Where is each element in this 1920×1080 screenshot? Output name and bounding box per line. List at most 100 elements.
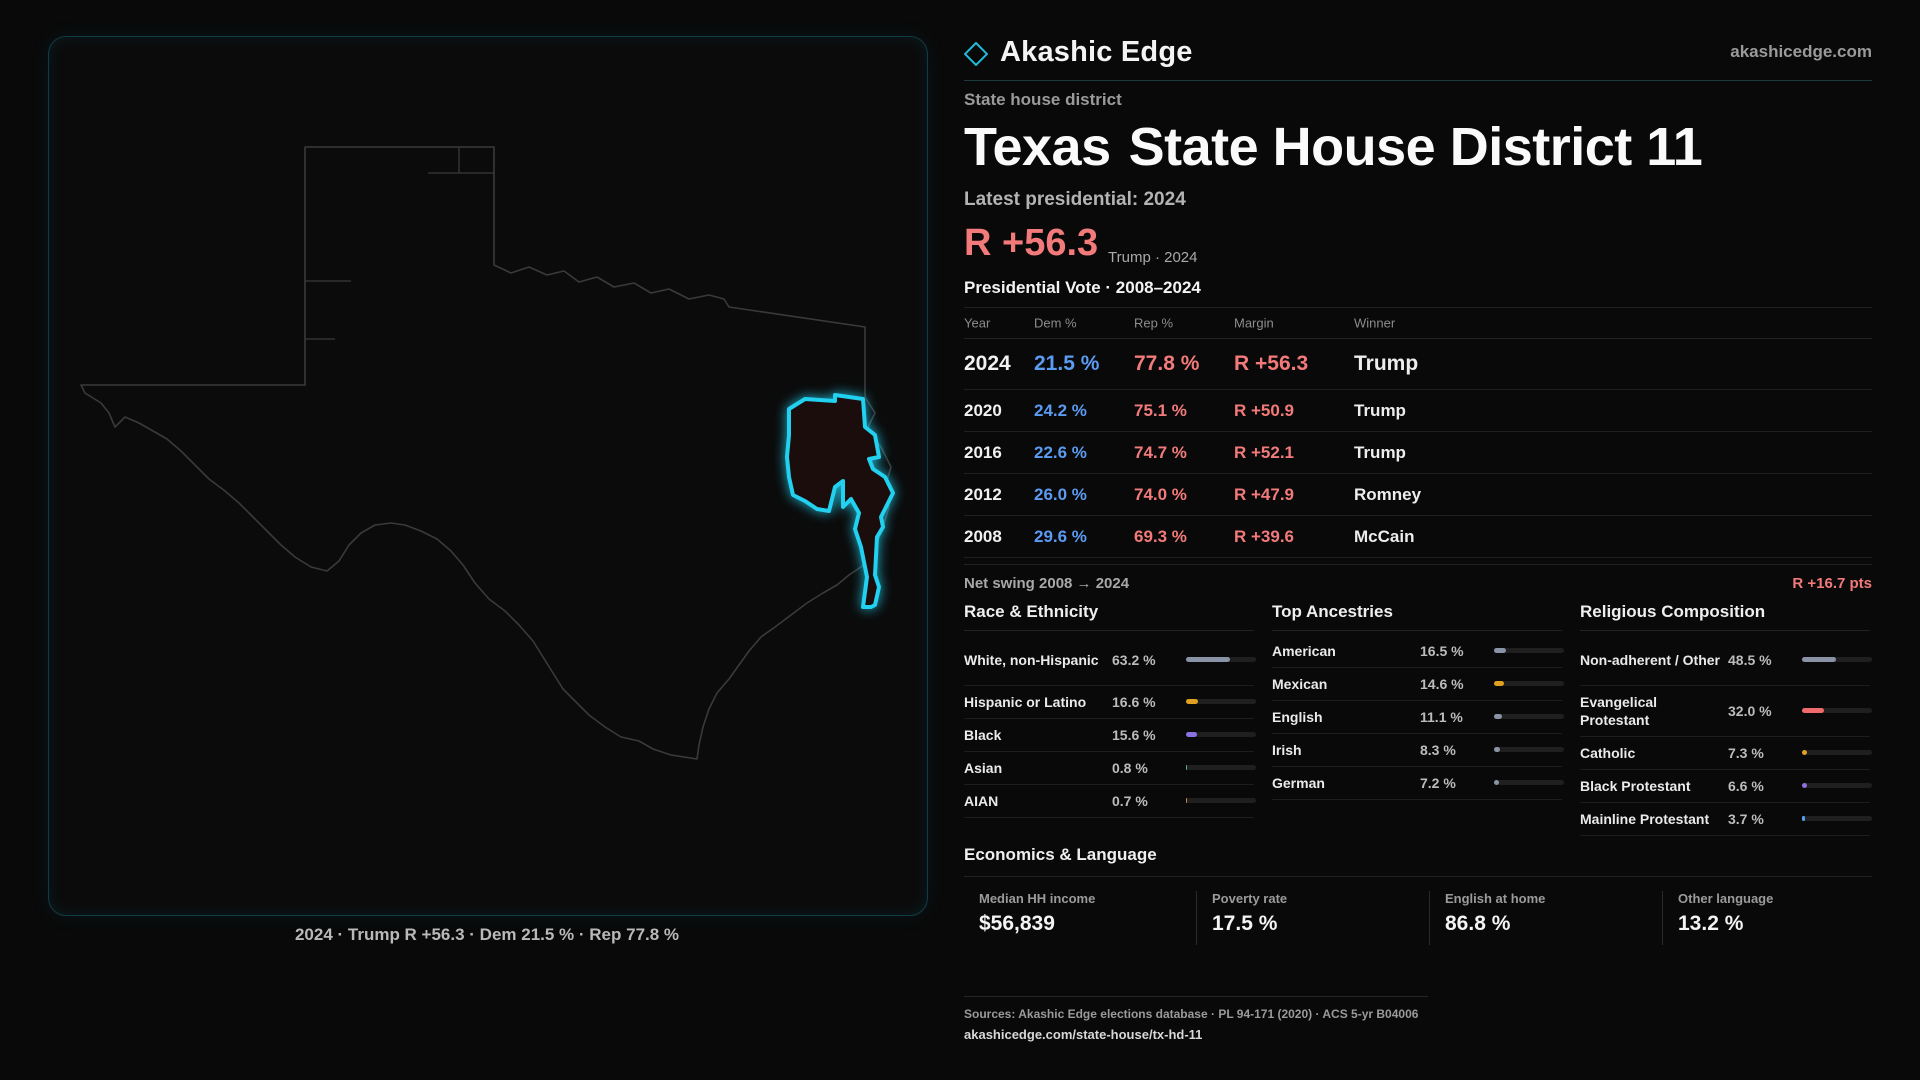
header-rep: Rep % [1134, 315, 1174, 331]
stat-percent: 16.5 % [1420, 643, 1464, 659]
stat-bar-fill [1802, 708, 1825, 713]
religion-section: Religious Composition Non-adherent / Oth… [1580, 602, 1872, 836]
table-row: 2012 26.0 % 74.0 % R +47.9 Romney [964, 474, 1872, 516]
header-winner: Winner [1354, 315, 1396, 331]
sources-url[interactable]: akashicedge.com/state-house/tx-hd-11 [964, 1027, 1203, 1042]
latest-margin: R +56.3 [964, 222, 1099, 264]
econ-value: 86.8 % [1445, 912, 1511, 935]
stat-row: Hispanic or Latino 16.6 % [964, 686, 1256, 719]
stat-bar-fill [1186, 732, 1197, 737]
stat-bar-fill [1494, 648, 1506, 653]
row-rep: 74.7 % [1134, 442, 1187, 462]
stat-row: Mainline Protestant 3.7 % [1580, 803, 1872, 836]
stat-row: Asian 0.8 % [964, 752, 1256, 785]
row-rep: 69.3 % [1134, 526, 1187, 546]
econ-label: English at home [1445, 891, 1546, 906]
map-panel[interactable] [48, 36, 928, 916]
row-winner: Romney [1354, 484, 1422, 504]
stat-row: Mexican 14.6 % [1272, 668, 1564, 701]
sources-text: Sources: Akashic Edge elections database… [964, 1007, 1419, 1021]
row-margin: R +56.3 [1234, 352, 1309, 375]
stat-row: Non-adherent / Other 48.5 % [1580, 635, 1872, 686]
stat-label: Black [964, 727, 1002, 743]
stat-label: White, non-Hispanic [964, 652, 1099, 668]
stat-label: Hispanic or Latino [964, 694, 1087, 710]
net-swing-label: Net swing 2008 → 2024 [964, 575, 1130, 592]
row-winner: Trump [1354, 352, 1419, 375]
stat-row: AIAN 0.7 % [964, 785, 1256, 818]
row-dem: 29.6 % [1034, 526, 1087, 546]
stat-bar-track [1802, 657, 1872, 662]
district-highlight[interactable] [785, 393, 895, 609]
stat-row: Evangelical Protestant 32.0 % [1580, 686, 1872, 737]
stat-label: English [1272, 709, 1323, 725]
brand-name[interactable]: Akashic Edge [1000, 36, 1193, 68]
header-year: Year [964, 315, 991, 331]
site-link[interactable]: akashicedge.com [1730, 42, 1872, 61]
stat-bar-fill [1802, 783, 1807, 788]
stat-bar-fill [1494, 714, 1502, 719]
stat-bar-track [1186, 699, 1256, 704]
stat-percent: 6.6 % [1728, 778, 1764, 794]
row-margin: R +50.9 [1234, 400, 1295, 420]
stat-bar-fill [1186, 657, 1231, 662]
row-margin: R +39.6 [1234, 526, 1295, 546]
vote-table-header: Year Dem % Rep % Margin Winner [964, 308, 1872, 339]
row-rep: 75.1 % [1134, 400, 1187, 420]
race-title: Race & Ethnicity [964, 602, 1254, 631]
stat-bar-track [1494, 714, 1564, 719]
stat-bar-track [1802, 750, 1872, 755]
row-year: 2008 [964, 526, 1002, 546]
row-margin: R +47.9 [1234, 484, 1295, 504]
stat-bar-fill [1802, 750, 1808, 755]
row-rep: 77.8 % [1134, 352, 1200, 375]
stat-bar-track [1802, 816, 1872, 821]
sources-footer: Sources: Akashic Edge elections database… [964, 996, 1428, 1042]
stat-percent: 3.7 % [1728, 811, 1764, 827]
econ-cell-other-language: Other language 13.2 % [1662, 891, 1883, 945]
title-district: State House District 11 [1128, 117, 1703, 177]
stat-percent: 63.2 % [1112, 652, 1156, 668]
econ-cell-poverty: Poverty rate 17.5 % [1196, 891, 1417, 945]
stat-bar-fill [1186, 765, 1188, 770]
stat-bar-fill [1186, 798, 1188, 803]
panhandle-county-lines [305, 147, 494, 340]
stat-label: Asian [964, 760, 1003, 776]
stat-bar-track [1494, 681, 1564, 686]
econ-value: 17.5 % [1212, 912, 1278, 935]
header-dem: Dem % [1034, 315, 1077, 331]
row-dem: 22.6 % [1034, 442, 1087, 462]
stat-bar-track [1186, 657, 1256, 662]
stat-percent: 0.8 % [1112, 760, 1148, 776]
stat-bar-track [1494, 747, 1564, 752]
row-margin: R +52.1 [1234, 442, 1295, 462]
header-bar: Akashic Edge akashicedge.com [964, 30, 1872, 81]
table-row: 2020 24.2 % 75.1 % R +50.9 Trump [964, 390, 1872, 432]
row-year: 2020 [964, 400, 1002, 420]
economics-title: Economics & Language [964, 845, 1157, 864]
econ-cell-english: English at home 86.8 % [1429, 891, 1650, 945]
district-kind: State house district [964, 90, 1122, 109]
stat-label: Mainline Protestant [1580, 811, 1710, 827]
stat-bar-fill [1802, 816, 1805, 821]
ancestry-section: Top Ancestries American 16.5 % Mexican 14.6… [1272, 602, 1564, 800]
table-row: 2008 29.6 % 69.3 % R +39.6 McCain [964, 516, 1872, 558]
title-state: Texas [964, 117, 1111, 177]
row-year: 2016 [964, 442, 1002, 462]
stat-label: German [1272, 775, 1325, 791]
stat-bar-track [1802, 783, 1872, 788]
row-rep: 74.0 % [1134, 484, 1187, 504]
vote-table: Year Dem % Rep % Margin Winner 2024 21.5… [964, 307, 1872, 558]
texas-map[interactable] [49, 37, 927, 915]
race-section: Race & Ethnicity White, non-Hispanic 63.2… [964, 602, 1256, 818]
economics-panel: Median HH income $56,839 Poverty rate 17… [964, 876, 1872, 949]
stat-percent: 11.1 % [1420, 709, 1463, 725]
stat-row: Irish 8.3 % [1272, 734, 1564, 767]
stat-bar-fill [1494, 747, 1500, 752]
stat-percent: 8.3 % [1420, 742, 1456, 758]
stat-row: American 16.5 % [1272, 635, 1564, 668]
stat-bar-fill [1494, 780, 1500, 785]
row-year: 2012 [964, 484, 1002, 504]
stat-bar-fill [1186, 699, 1198, 704]
stat-bar-track [1494, 780, 1564, 785]
